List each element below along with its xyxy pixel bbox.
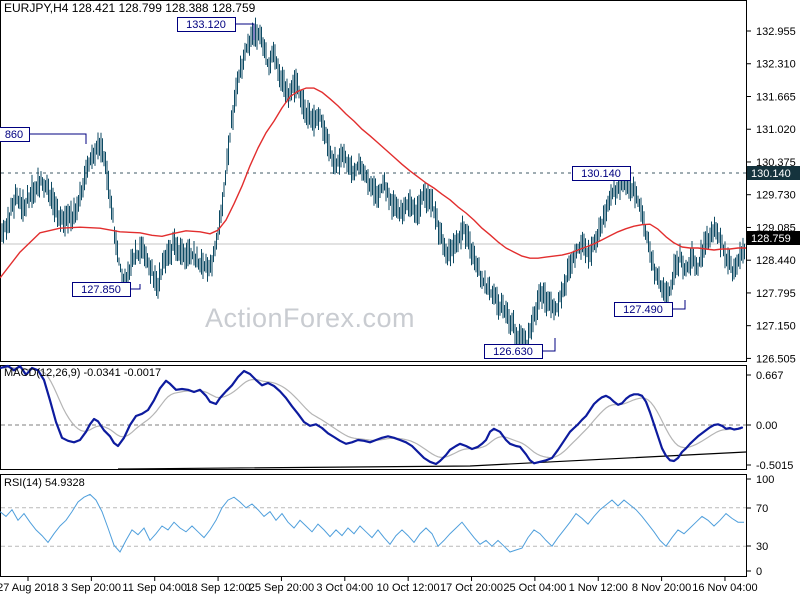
svg-text:10 Oct 12:00: 10 Oct 12:00 [377, 582, 440, 594]
svg-text:127.150: 127.150 [756, 321, 796, 333]
svg-text:27 Aug 2018: 27 Aug 2018 [0, 582, 59, 594]
macd-signal-line [0, 366, 742, 459]
macd-trendline[interactable] [117, 451, 747, 470]
svg-text:132.955: 132.955 [756, 26, 796, 38]
chart-title: EURJPY,H4 128.421 128.799 128.388 128.75… [4, 1, 256, 15]
watermark: ActionForex.com [204, 303, 416, 333]
rsi-panel-border [0, 474, 747, 577]
rsi-indicator-label: RSI(14) 54.9328 [4, 477, 85, 489]
price-annotation-126.630[interactable]: 126.630 [484, 338, 556, 359]
svg-text:127.795: 127.795 [756, 288, 796, 300]
price-bars [1, 17, 745, 358]
svg-text:126.630: 126.630 [493, 346, 533, 358]
rsi-axis[interactable]: 100 70 30 0 [747, 474, 774, 578]
svg-text:128.759: 128.759 [751, 233, 791, 245]
svg-text:129.730: 129.730 [756, 190, 796, 202]
svg-text:0.667: 0.667 [756, 370, 784, 382]
svg-text:11 Sep 04:00: 11 Sep 04:00 [122, 582, 187, 594]
macd-panel-border [0, 365, 747, 470]
svg-text:130.140: 130.140 [751, 168, 791, 180]
svg-text:30: 30 [756, 541, 768, 553]
macd-line [0, 364, 744, 466]
svg-text:131.665: 131.665 [756, 91, 796, 103]
svg-text:70: 70 [756, 503, 768, 515]
svg-text:127.850: 127.850 [81, 284, 121, 296]
rsi-line [0, 493, 744, 553]
svg-text:3 Oct 04:00: 3 Oct 04:00 [316, 582, 373, 594]
svg-text:8 Nov 20:00: 8 Nov 20:00 [632, 582, 691, 594]
price-annotation-127.490[interactable]: 127.490 [614, 300, 686, 317]
macd-axis[interactable]: 0.667 0.00 -0.5015 [747, 370, 793, 472]
svg-text:17 Oct 20:00: 17 Oct 20:00 [440, 582, 503, 594]
price-annotation-133.120[interactable]: 133.120 [177, 17, 255, 41]
svg-text:3 Sep 20:00: 3 Sep 20:00 [62, 582, 121, 594]
svg-text:860: 860 [5, 129, 23, 141]
svg-text:0: 0 [756, 566, 762, 578]
price-panel-border [0, 0, 747, 362]
price-annotation-130.140[interactable]: 130.140 [572, 166, 631, 181]
svg-text:25 Sep 20:00: 25 Sep 20:00 [249, 582, 314, 594]
svg-text:126.505: 126.505 [756, 353, 796, 365]
svg-text:131.020: 131.020 [756, 124, 796, 136]
svg-text:128.440: 128.440 [756, 255, 796, 267]
svg-text:130.140: 130.140 [581, 168, 621, 180]
svg-text:132.310: 132.310 [756, 59, 796, 71]
svg-text:-0.5015: -0.5015 [756, 460, 793, 472]
price-badge-130.140: 130.140 [747, 166, 800, 180]
price-annotation-860[interactable]: 860 [0, 127, 87, 145]
svg-text:16 Nov 04:00: 16 Nov 04:00 [692, 582, 757, 594]
svg-text:1 Nov 12:00: 1 Nov 12:00 [569, 582, 628, 594]
moving-average-line [0, 87, 746, 279]
price-annotation-127.850[interactable]: 127.850 [72, 282, 141, 297]
svg-text:130.375: 130.375 [756, 157, 796, 169]
svg-text:133.120: 133.120 [186, 19, 226, 31]
svg-text:0.00: 0.00 [756, 420, 777, 432]
macd-indicator-label: MACD(12,26,9) -0.0341 -0.0017 [4, 367, 162, 379]
svg-text:25 Oct 04:00: 25 Oct 04:00 [503, 582, 566, 594]
svg-text:100: 100 [756, 474, 774, 486]
svg-text:127.490: 127.490 [623, 304, 663, 316]
price-axis[interactable]: 132.955 132.310 131.665 131.020 130.375 129.7… [747, 26, 800, 365]
price-badge-128.759: 128.759 [747, 231, 800, 245]
svg-text:18 Sep 12:00: 18 Sep 12:00 [185, 582, 250, 594]
